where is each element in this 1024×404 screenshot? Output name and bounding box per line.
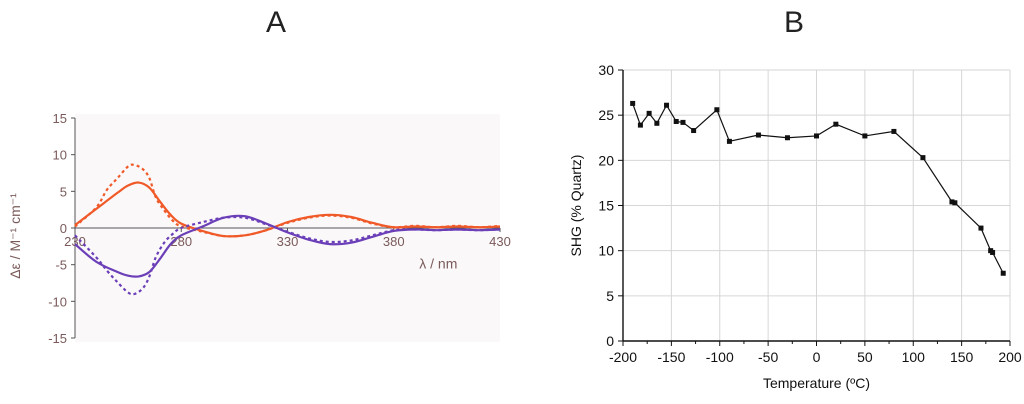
shg-data-point (949, 199, 955, 205)
y-tick-label: 25 (598, 107, 614, 123)
x-tick-label: 0 (813, 349, 821, 365)
x-tick-label: 230 (64, 234, 86, 249)
y-tick-label: 0 (606, 333, 614, 349)
shg-data-point (978, 225, 984, 231)
shg-data-point (891, 128, 897, 134)
shg-temperature-chart: 0 5 10 15 20 25 30 -200 -150 -100 -50 0 50 100 150 200 S… (568, 62, 1022, 391)
x-tick-label: 50 (857, 349, 873, 365)
shg-data-point (814, 133, 819, 139)
y-tick-label: -5 (55, 258, 67, 273)
shg-data-point (680, 119, 686, 125)
y-tick-label: 5 (606, 288, 614, 304)
y-tick-label: 15 (598, 198, 614, 214)
shg-data-point (920, 155, 926, 161)
shg-data-point (833, 121, 839, 127)
shg-series-line (632, 103, 1004, 274)
y-tick-label: 10 (598, 243, 614, 259)
shg-data-point (630, 100, 636, 106)
y-tick-label: 5 (60, 184, 67, 199)
shg-data-point (673, 118, 679, 124)
shg-data-point (637, 122, 643, 128)
y-axis-label: Δε / M⁻¹ cm⁻¹ (7, 193, 23, 279)
shg-data-point (726, 138, 732, 144)
y-axis-label: SHG (% Quartz) (568, 155, 584, 257)
y-tick-label: 20 (598, 152, 614, 168)
shg-data-point (714, 107, 720, 113)
x-tick-label: 200 (998, 349, 1022, 365)
x-tick-label: 330 (277, 234, 299, 249)
x-axis-label: λ / nm (419, 256, 457, 272)
cd-series-line-4 (74, 215, 501, 296)
shg-data-point (862, 133, 868, 139)
shg-data-point (1000, 270, 1006, 276)
x-tick-label: 100 (902, 349, 926, 365)
y-tick-label: 10 (53, 148, 67, 163)
shg-data-point (654, 120, 660, 126)
x-tick-label: -200 (609, 349, 637, 365)
x-tick-label: -50 (758, 349, 778, 365)
x-tick-label: 380 (383, 234, 405, 249)
shg-data-point (755, 132, 761, 138)
panel-label-a: A (266, 6, 287, 39)
shg-data-point (664, 102, 670, 108)
shg-data-point (990, 249, 996, 255)
y-tick-label: 15 (53, 111, 67, 126)
y-tick-label: 30 (598, 62, 614, 78)
shg-data-point (952, 200, 958, 206)
x-tick-label: -150 (657, 349, 685, 365)
y-tick-label: 0 (60, 221, 67, 236)
x-tick-label: 150 (950, 349, 974, 365)
y-tick-label: -10 (48, 294, 67, 309)
shg-data-point (646, 110, 652, 116)
cd-series-line-2 (74, 163, 501, 238)
shg-data-point (784, 135, 790, 141)
shg-data-point (691, 128, 697, 134)
panel-label-b: B (784, 6, 805, 39)
y-tick-label: -15 (48, 331, 67, 346)
x-tick-label: 430 (489, 234, 511, 249)
x-axis-label: Temperature (ºC) (763, 375, 870, 391)
x-tick-label: -100 (706, 349, 734, 365)
